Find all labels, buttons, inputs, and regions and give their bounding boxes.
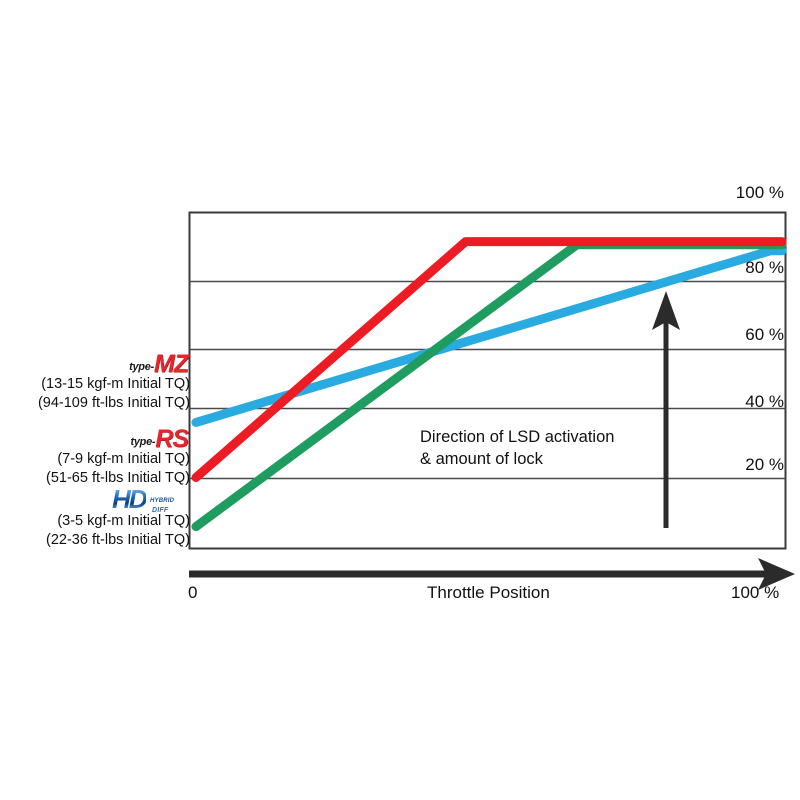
series-line-rs — [191, 237, 787, 482]
y-tick-60: 60 % — [745, 325, 784, 344]
series-line-mz — [191, 246, 787, 427]
logo-mz-mark: MZ — [153, 350, 189, 378]
logo-hd-subscript: DIFF — [152, 507, 169, 514]
legend-mz-tq-imperial: (94-109 ft-lbs Initial TQ) — [37, 395, 190, 411]
legend-hd-tq-imperial: (22-36 ft-lbs Initial TQ) — [46, 532, 190, 548]
x-axis-title: Throttle Position — [427, 583, 550, 602]
logo-rs-mark: RS — [155, 425, 189, 453]
logo-mz: type-MZ — [0, 350, 190, 378]
gridlines — [189, 280, 786, 480]
legend-mz-tq-metric: (13-15 kgf-m Initial TQ) — [41, 376, 190, 392]
logo-hd-superscript: HYBRID — [150, 498, 175, 504]
logo-rs: type-RS — [0, 425, 190, 453]
logo-rs-prefix: type- — [130, 436, 156, 448]
legend-hd-tq-metric: (3-5 kgf-m Initial TQ) — [57, 513, 190, 529]
plot-frame — [188, 211, 787, 550]
x-tick-max: 100 % — [731, 583, 780, 602]
logo-mz-prefix: type- — [129, 361, 154, 373]
legend-rs-tq-imperial: (51-65 ft-lbs Initial TQ) — [46, 470, 190, 486]
y-tick-40: 40 % — [745, 392, 784, 411]
annotation-line-2: & amount of lock — [420, 450, 543, 468]
logo-hd-mark: HD — [112, 484, 148, 514]
legend-item-rs: type-RS (7-9 kgf-m Initial TQ) (51-65 ft… — [0, 425, 190, 488]
legend-item-hd: HD HYBRID DIFF (3-5 kgf-m Initial TQ) (2… — [0, 484, 190, 550]
x-axis-arrow-icon — [189, 558, 795, 590]
logo-hd-graphic: HD HYBRID DIFF — [112, 484, 188, 514]
legend-item-mz: type-MZ (13-15 kgf-m Initial TQ) (94-109… — [0, 350, 190, 413]
x-tick-origin: 0 — [188, 583, 198, 602]
y-tick-80: 80 % — [745, 258, 784, 277]
y-tick-20: 20 % — [745, 455, 784, 474]
annotation-line-1: Direction of LSD activation — [420, 428, 615, 446]
y-tick-100: 100 % — [735, 183, 784, 202]
legend-rs-tq-metric: (7-9 kgf-m Initial TQ) — [57, 451, 190, 467]
direction-arrow-icon — [652, 291, 680, 528]
logo-hd: HD HYBRID DIFF — [0, 484, 190, 514]
